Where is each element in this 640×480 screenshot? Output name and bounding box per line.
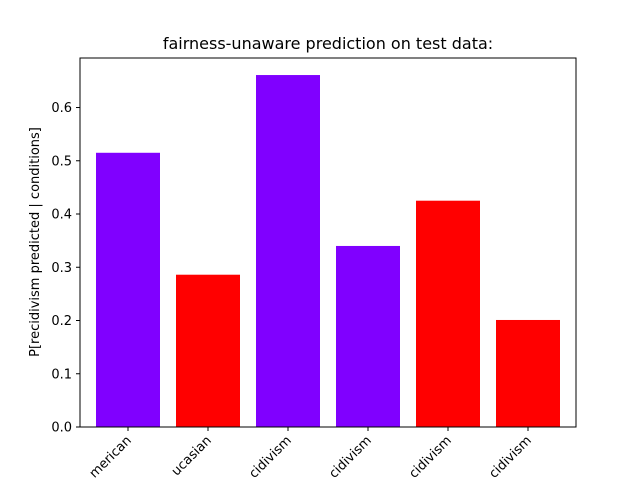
y-tick-label: 0.0: [51, 421, 72, 436]
bar-5: [416, 200, 480, 427]
y-tick-label: 0.3: [51, 261, 72, 276]
y-tick-label: 0.2: [51, 314, 72, 329]
bar-2: [176, 274, 240, 427]
bar-4: [336, 245, 400, 427]
y-tick-label: 0.1: [51, 367, 72, 382]
y-tick-label: 0.6: [51, 101, 72, 116]
bar-1: [96, 152, 160, 427]
y-axis-label: P[recidivism predicted | conditions]: [28, 127, 43, 357]
bar-3: [256, 75, 320, 427]
plot-area-frame: [79, 57, 577, 428]
y-tick-label: 0.4: [51, 208, 72, 223]
bars-group: [96, 75, 560, 427]
y-tick-label: 0.5: [51, 154, 72, 169]
y-axis-label-group: P[recidivism predicted | conditions]: [28, 127, 43, 357]
bar-6: [496, 319, 560, 427]
chart-title: fairness-unaware prediction on test data…: [163, 34, 493, 53]
y-ticks-group: 0.0 0.1 0.2 0.3 0.4 0.5 0.6: [51, 101, 80, 436]
